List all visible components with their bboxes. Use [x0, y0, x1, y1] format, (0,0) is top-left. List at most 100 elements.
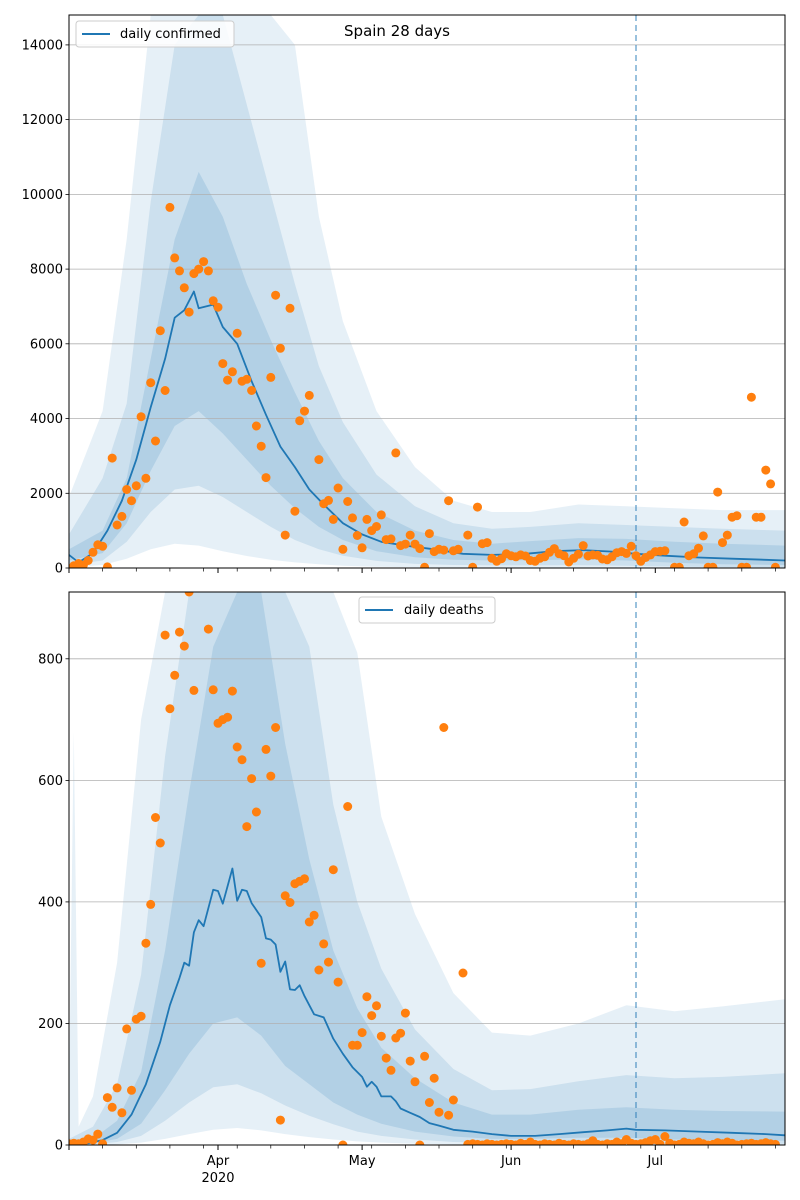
confirmed-observed-point	[285, 303, 295, 313]
deaths-observed-point	[362, 992, 372, 1002]
deaths-observed-point	[117, 1108, 127, 1118]
confirmed-observed-point	[83, 556, 93, 565]
confirmed-legend-box	[75, 20, 235, 48]
confirmed-ytick-label: 2000	[30, 487, 63, 502]
deaths-chart-panel: 0 200 400 600 800 Apr 2020 May Jun Jul daily deat…	[38, 591, 786, 1186]
deaths-observed-point	[261, 744, 271, 754]
deaths-observed-point	[386, 1065, 396, 1075]
confirmed-observed-point	[376, 510, 386, 520]
confirmed-observed-point	[261, 473, 271, 483]
confirmed-observed-point	[482, 538, 492, 548]
confirmed-observed-point	[141, 473, 151, 483]
confirmed-observed-point	[343, 497, 353, 506]
confirmed-observed-point	[439, 545, 449, 555]
deaths-observed-point	[256, 958, 266, 968]
confirmed-observed-point	[175, 266, 184, 276]
deaths-observed-point	[141, 938, 151, 948]
confirmed-observed-point	[184, 307, 194, 317]
confirmed-observed-point	[746, 392, 756, 402]
deaths-observed-point	[333, 977, 343, 987]
confirmed-axes: 0 2000 4000 6000 8000 10000 12000 14000	[22, 14, 786, 577]
confirmed-observed-point	[112, 520, 122, 530]
deaths-uncertainty-bands	[69, 592, 785, 1145]
deaths-observed-point	[357, 1028, 367, 1038]
confirmed-observed-point	[352, 531, 362, 540]
confirmed-observed-point	[247, 386, 257, 395]
confirmed-observed-point	[357, 543, 367, 553]
confirmed-ytick-label: 4000	[30, 412, 63, 427]
confirmed-ytick-label: 10000	[22, 188, 63, 203]
confirmed-observed-point	[107, 453, 117, 463]
deaths-observed-point	[170, 670, 180, 680]
deaths-observed-point	[319, 939, 329, 949]
deaths-observed-point	[324, 957, 333, 967]
confirmed-observed-point	[131, 481, 141, 491]
deaths-observed-point	[448, 1095, 458, 1105]
deaths-observed-point	[232, 742, 242, 752]
confirmed-observed-point	[420, 562, 430, 568]
confirmed-axes-frame	[68, 14, 786, 569]
confirmed-observed-point	[275, 343, 285, 353]
confirmed-observed-point	[328, 514, 338, 524]
confirmed-observed-point	[203, 266, 213, 276]
deaths-band-95	[69, 592, 785, 1145]
deaths-observed-point	[251, 807, 261, 817]
deaths-observed-point	[415, 1140, 425, 1145]
confirmed-observed-point	[122, 485, 132, 494]
deaths-xtick-label: Apr	[207, 1154, 230, 1169]
deaths-observed-point	[266, 771, 276, 781]
confirmed-observed-point	[578, 541, 588, 551]
deaths-observed-point	[367, 1011, 377, 1021]
confirmed-uncertainty-bands	[69, 15, 785, 568]
confirmed-observed-point	[271, 290, 281, 300]
confirmed-median-line-group	[69, 290, 785, 564]
confirmed-observed-point	[400, 539, 410, 549]
confirmed-observed-point	[463, 530, 473, 540]
confirmed-observed-point	[732, 511, 742, 521]
confirmed-observed-point	[208, 296, 218, 306]
confirmed-observed-point	[88, 547, 98, 557]
confirmed-observed-point	[713, 487, 723, 497]
deaths-observed-point	[247, 774, 257, 784]
confirmed-observed-point	[232, 328, 242, 338]
confirmed-observed-point	[213, 302, 223, 312]
deaths-observed-point	[160, 630, 170, 640]
deaths-observed-point	[285, 898, 295, 907]
deaths-xtick-label: Jun	[500, 1154, 521, 1169]
deaths-observed-point	[275, 1115, 285, 1125]
deaths-observed-point	[271, 723, 281, 732]
confirmed-observed-point	[415, 544, 425, 554]
deaths-observed-point	[189, 685, 199, 695]
confirmed-observed-point	[573, 549, 583, 559]
deaths-observed-point	[444, 1110, 454, 1120]
confirmed-observed-point	[694, 543, 703, 553]
confirmed-band-95	[69, 15, 785, 568]
confirmed-observed-point	[453, 544, 463, 554]
deaths-ytick-label: 0	[55, 1139, 63, 1154]
deaths-observed-point	[300, 874, 309, 884]
deaths-observed-point	[405, 1056, 415, 1066]
confirmed-observed-point	[295, 416, 305, 426]
confirmed-chart-panel: 0 2000 4000 6000 8000 10000 12000 14000 Spain 2…	[22, 14, 786, 577]
confirmed-observed-point	[155, 326, 165, 336]
deaths-observed-point	[179, 641, 189, 651]
deaths-observed-point	[381, 1053, 391, 1063]
confirmed-observed-point	[348, 513, 357, 523]
confirmed-observed-point	[117, 511, 127, 521]
deaths-observed-point	[376, 1031, 386, 1041]
deaths-observed-point	[352, 1040, 362, 1050]
confirmed-observed-point	[621, 548, 631, 558]
deaths-observed-point	[660, 1132, 670, 1141]
deaths-observed-point	[165, 704, 175, 714]
deaths-observed-point	[146, 899, 156, 909]
confirmed-observed-point	[626, 541, 636, 551]
deaths-observed-points	[69, 592, 780, 1145]
confirmed-observed-point	[391, 448, 401, 458]
confirmed-observed-point	[468, 562, 478, 568]
confirmed-observed-point	[718, 538, 727, 548]
deaths-observed-point	[372, 1001, 381, 1011]
confirmed-observed-point	[290, 506, 300, 516]
confirmed-observed-point	[674, 562, 684, 568]
confirmed-observed-point	[742, 562, 752, 568]
